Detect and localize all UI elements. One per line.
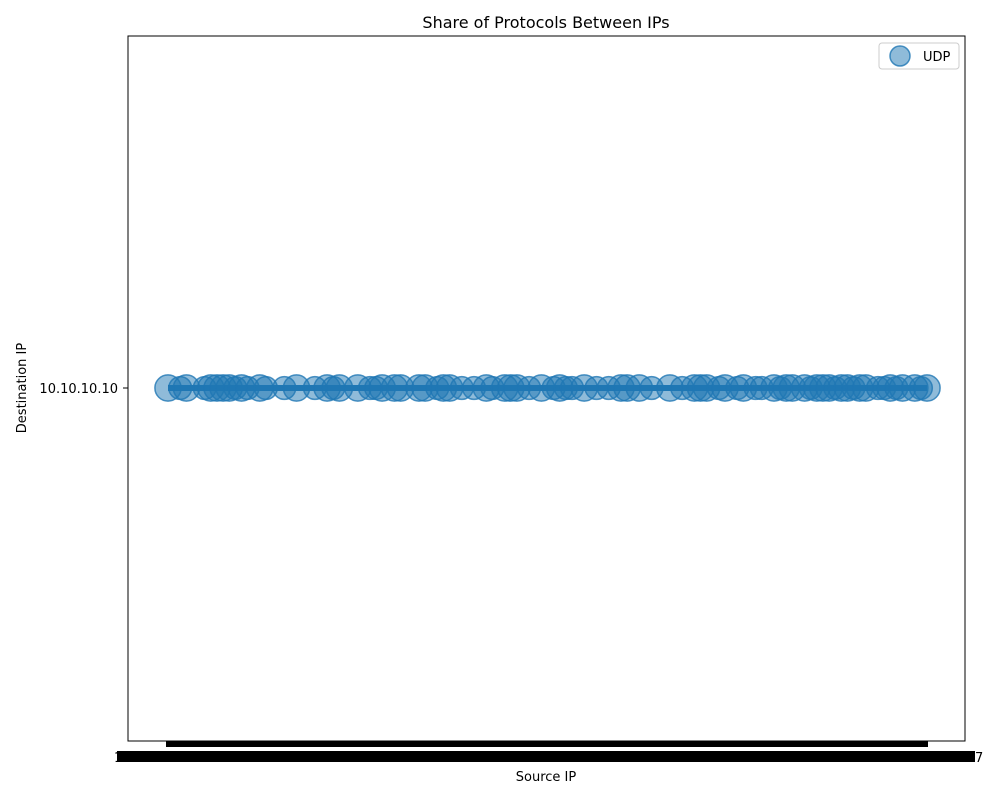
legend-label: UDP [923,50,951,65]
x-tick-marks-band [166,741,928,747]
y-axis-label: Destination IP [15,343,30,434]
x-tick-label-first: 1 [114,751,122,766]
data-points [154,374,941,402]
x-tick-labels-overlap [117,751,975,762]
data-point [913,374,941,402]
x-axis: 1 7 Source IP [114,741,983,785]
y-tick-label: 10.10.10.10 [39,382,118,397]
x-tick-label-last: 7 [975,751,983,766]
y-axis: 10.10.10.10 Destination IP [15,343,128,434]
chart-title: Share of Protocols Between IPs [422,13,669,32]
x-axis-label: Source IP [516,770,577,785]
legend: UDP [878,42,960,70]
legend-marker [889,45,911,67]
